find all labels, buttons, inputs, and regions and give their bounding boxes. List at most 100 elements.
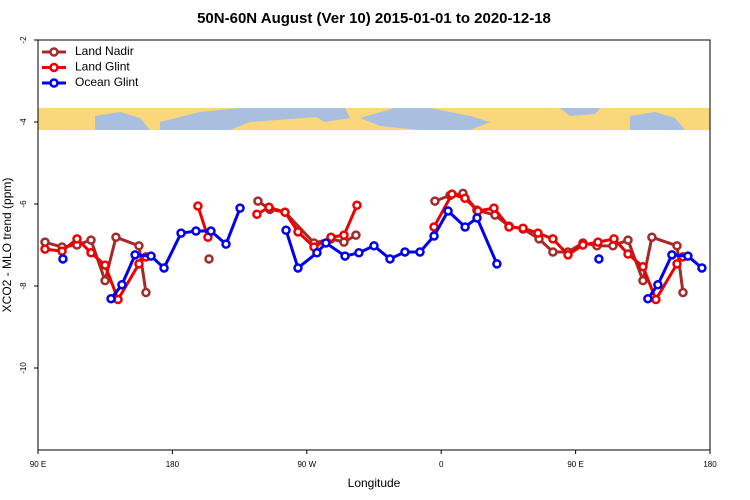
- data-point: [678, 287, 688, 298]
- data-point: [293, 227, 303, 237]
- data-point: [563, 250, 573, 260]
- series-line: [44, 192, 685, 302]
- data-point: [593, 237, 603, 247]
- data-point: [204, 254, 214, 264]
- y-tick-label: -6: [19, 200, 28, 208]
- data-point: [134, 259, 144, 269]
- legend-marker: [49, 47, 59, 57]
- data-point: [100, 275, 110, 286]
- data-point: [141, 287, 151, 298]
- x-tick-label: 0: [439, 460, 444, 469]
- data-point: [206, 226, 216, 236]
- data-point: [57, 246, 67, 256]
- data-point: [253, 196, 263, 206]
- x-tick-label: 90 E: [30, 460, 46, 469]
- data-point: [504, 222, 514, 232]
- plot-frame: [37, 39, 711, 451]
- data-point: [492, 259, 502, 269]
- y-tick-label: -8: [19, 282, 28, 290]
- legend-label: Land Nadir: [75, 44, 134, 58]
- data-point: [697, 263, 707, 273]
- data-point: [86, 235, 96, 245]
- x-tick-label: 180: [166, 460, 180, 469]
- data-point: [86, 248, 96, 258]
- data-point: [400, 247, 410, 257]
- y-tick-label: -4: [19, 118, 28, 126]
- data-point: [460, 193, 470, 204]
- chart-title: 50N-60N August (Ver 10) 2015-01-01 to 20…: [197, 10, 551, 27]
- data-point: [193, 201, 203, 211]
- x-tick-label: 90 W: [297, 460, 316, 469]
- data-point: [460, 222, 470, 232]
- data-point: [340, 251, 350, 261]
- data-point: [415, 247, 425, 257]
- data-point: [447, 189, 457, 199]
- x-axis-label: Longitude: [348, 476, 401, 490]
- data-point: [429, 231, 439, 241]
- data-point: [176, 228, 186, 238]
- data-point: [221, 239, 231, 249]
- data-point: [548, 247, 558, 257]
- data-point: [146, 251, 156, 261]
- data-point: [518, 223, 528, 233]
- data-point: [672, 259, 682, 269]
- data-point: [472, 213, 482, 223]
- data-point: [638, 261, 648, 272]
- legend-label: Land Glint: [75, 60, 130, 74]
- data-point: [667, 250, 677, 260]
- data-point: [651, 294, 661, 305]
- data-point: [191, 226, 201, 236]
- data-point: [100, 260, 110, 270]
- data-point: [293, 263, 303, 273]
- data-point: [130, 250, 140, 260]
- data-point: [430, 196, 440, 206]
- data-point: [326, 232, 336, 242]
- data-point: [281, 225, 291, 235]
- data-point: [106, 293, 116, 304]
- data-point: [385, 254, 395, 264]
- data-point: [638, 275, 648, 286]
- data-point: [548, 234, 558, 244]
- data-point: [609, 234, 619, 244]
- data-point: [352, 200, 362, 210]
- data-point: [683, 251, 693, 261]
- data-point: [672, 241, 682, 251]
- data-point: [312, 248, 322, 258]
- legend-label: Ocean Glint: [75, 75, 139, 89]
- y-tick-label: -2: [19, 36, 28, 44]
- data-point: [643, 293, 653, 304]
- x-tick-label: 90 E: [567, 460, 583, 469]
- data-point: [252, 209, 262, 219]
- data-point: [623, 235, 633, 245]
- data-point: [134, 241, 144, 251]
- data-point: [321, 238, 331, 248]
- data-point: [159, 263, 169, 273]
- legend-marker: [49, 62, 59, 73]
- legend-marker: [49, 78, 59, 88]
- data-point: [533, 228, 543, 238]
- data-point: [339, 230, 349, 240]
- data-point: [369, 241, 379, 251]
- data-point: [594, 254, 604, 264]
- data-point: [117, 280, 127, 290]
- data-point: [443, 206, 453, 216]
- y-tick-label: -10: [19, 362, 28, 374]
- data-point: [578, 240, 588, 250]
- data-point: [58, 254, 68, 264]
- data-point: [111, 232, 121, 242]
- data-point: [40, 244, 50, 254]
- data-point: [623, 249, 633, 259]
- data-point: [647, 232, 657, 242]
- data-point: [280, 207, 290, 217]
- data-point: [235, 203, 245, 213]
- data-point: [72, 234, 82, 244]
- data-point: [264, 202, 274, 213]
- map-band: [38, 108, 710, 130]
- data-point: [351, 230, 361, 240]
- data-point: [653, 280, 663, 290]
- data-point: [354, 248, 364, 258]
- data-point: [489, 203, 499, 213]
- y-axis-label: XCO2 - MLO trend (ppm): [0, 178, 14, 313]
- x-tick-label: 180: [703, 460, 717, 469]
